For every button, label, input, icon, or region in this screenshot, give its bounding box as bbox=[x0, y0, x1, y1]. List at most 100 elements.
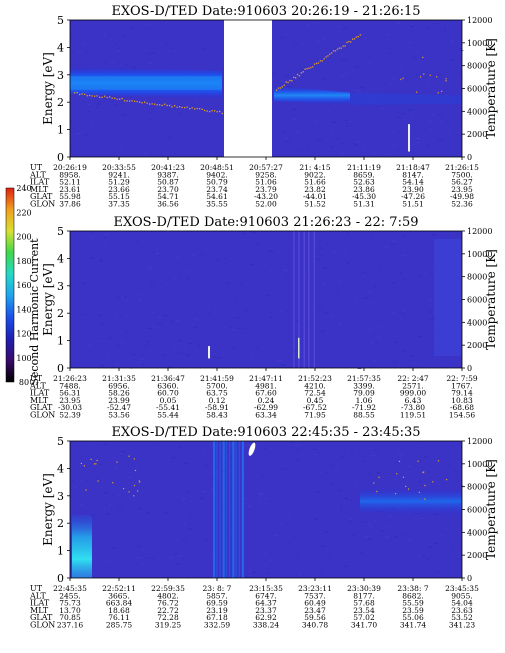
noise-speck bbox=[147, 24, 151, 26]
ephemeris-value: 4802. bbox=[157, 591, 178, 600]
temperature-point bbox=[211, 110, 213, 112]
ephemeris-value: 7537. bbox=[304, 591, 325, 600]
temperature-point bbox=[194, 108, 196, 110]
ephemeris-value: 60.70 bbox=[157, 389, 179, 398]
noise-speck bbox=[354, 66, 359, 68]
noise-speck bbox=[120, 452, 123, 454]
temperature-point bbox=[334, 50, 337, 52]
ephemeris-value: 52.36 bbox=[451, 200, 473, 209]
panel-title: EXOS-D/TED Date:910603 22:45:35 - 23:45:… bbox=[111, 425, 420, 440]
noise-speck bbox=[413, 27, 416, 28]
noise-speck bbox=[403, 279, 406, 281]
noise-speck bbox=[408, 466, 411, 467]
noise-speck bbox=[237, 257, 239, 259]
noise-speck bbox=[169, 556, 173, 558]
noise-speck bbox=[296, 448, 299, 450]
noise-speck bbox=[333, 561, 338, 563]
temperature-point bbox=[169, 104, 171, 107]
y-tick-label: 1 bbox=[57, 545, 64, 558]
noise-speck bbox=[91, 123, 94, 125]
noise-speck bbox=[438, 74, 442, 76]
noise-speck bbox=[308, 274, 312, 276]
noise-speck bbox=[332, 121, 336, 123]
noise-speck bbox=[144, 557, 148, 559]
temperature-point bbox=[134, 469, 137, 472]
noise-speck bbox=[291, 312, 293, 314]
noise-speck bbox=[193, 326, 197, 328]
noise-speck bbox=[437, 540, 440, 542]
noise-speck bbox=[394, 536, 397, 537]
ephemeris-value: 13.70 bbox=[59, 606, 81, 615]
noise-speck bbox=[190, 500, 192, 502]
y2-axis-label: Temperature [K] bbox=[484, 38, 498, 139]
noise-speck bbox=[319, 572, 322, 574]
noise-speck bbox=[284, 137, 289, 139]
ephemeris-value: 57.02 bbox=[353, 613, 375, 622]
temperature-point bbox=[144, 101, 146, 103]
noise-speck bbox=[265, 245, 269, 247]
noise-speck bbox=[249, 358, 252, 360]
temperature-point bbox=[396, 473, 398, 475]
noise-speck bbox=[189, 343, 193, 345]
ephemeris-value: 9055. bbox=[451, 591, 472, 600]
noise-speck bbox=[335, 47, 337, 49]
noise-speck bbox=[450, 41, 454, 42]
noise-speck bbox=[296, 320, 300, 322]
noise-speck bbox=[331, 330, 333, 332]
temperature-point bbox=[378, 476, 380, 478]
temperature-point bbox=[323, 58, 325, 60]
temperature-point bbox=[314, 63, 316, 65]
noise-speck bbox=[432, 234, 436, 236]
noise-speck bbox=[286, 140, 290, 142]
temperature-point bbox=[298, 75, 301, 77]
ephemeris-value: 119.51 bbox=[400, 411, 426, 420]
ephemeris-value: 22: 2:47 bbox=[397, 374, 429, 383]
temperature-point bbox=[283, 84, 285, 86]
noise-speck bbox=[371, 342, 375, 344]
y2-tick-label: 10000 bbox=[467, 460, 492, 469]
noise-speck bbox=[281, 37, 284, 39]
noise-speck bbox=[84, 134, 89, 136]
noise-speck bbox=[200, 106, 205, 108]
temperature-point bbox=[133, 484, 136, 487]
noise-speck bbox=[164, 512, 168, 514]
ephemeris-value: 20:41:23 bbox=[151, 163, 185, 172]
noise-speck bbox=[90, 233, 93, 234]
ephemeris-row-name: ALT bbox=[29, 170, 46, 179]
ephemeris-value: 88.55 bbox=[353, 411, 375, 420]
noise-speck bbox=[86, 51, 89, 53]
noise-speck bbox=[141, 355, 144, 357]
noise-speck bbox=[385, 34, 390, 36]
noise-speck bbox=[102, 33, 104, 35]
noise-speck bbox=[388, 515, 392, 517]
noise-speck bbox=[351, 268, 353, 270]
temperature-point bbox=[131, 100, 133, 102]
noise-speck bbox=[391, 240, 395, 242]
noise-speck bbox=[222, 67, 225, 69]
noise-speck bbox=[312, 332, 314, 334]
noise-speck bbox=[202, 491, 207, 492]
noise-speck bbox=[338, 324, 342, 325]
ephemeris-value: 23.90 bbox=[402, 185, 424, 194]
noise-speck bbox=[150, 284, 154, 286]
ephemeris-value: 999.00 bbox=[400, 389, 426, 398]
noise-speck bbox=[295, 460, 297, 462]
temperature-point bbox=[319, 60, 321, 62]
temperature-point bbox=[423, 471, 425, 473]
noise-speck bbox=[71, 269, 74, 271]
noise-speck bbox=[344, 73, 348, 75]
y-axis-label: Energy [eV] bbox=[41, 473, 55, 546]
noise-speck bbox=[338, 281, 342, 283]
noise-speck bbox=[320, 253, 324, 255]
noise-speck bbox=[120, 451, 125, 453]
noise-speck bbox=[173, 525, 177, 527]
noise-speck bbox=[96, 107, 99, 108]
noise-speck bbox=[294, 459, 299, 461]
noise-speck bbox=[230, 327, 234, 328]
y2-tick-label: 2000 bbox=[467, 551, 487, 560]
temperature-point bbox=[116, 461, 118, 463]
noise-speck bbox=[212, 356, 217, 358]
noise-speck bbox=[312, 487, 314, 489]
y2-tick-label: 8000 bbox=[467, 483, 487, 492]
noise-speck bbox=[320, 252, 324, 254]
